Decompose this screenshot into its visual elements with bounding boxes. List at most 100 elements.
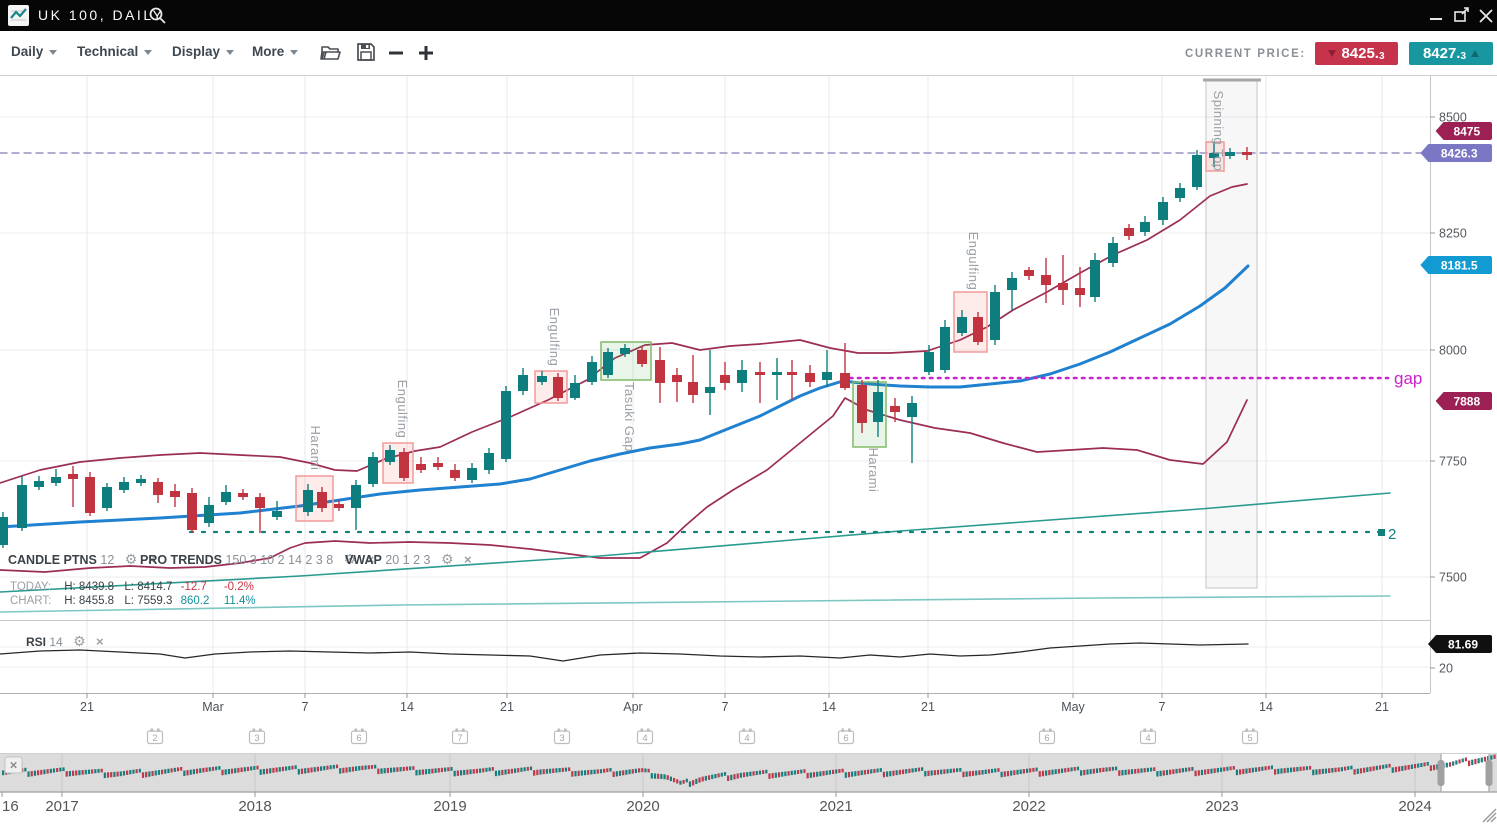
- candle-body[interactable]: [85, 477, 95, 513]
- calendar-markers-layer[interactable]: 2 3 6 7 3 4 4 6 6 4 5: [146, 728, 1259, 745]
- candle-body[interactable]: [924, 352, 934, 372]
- calendar-event-icon[interactable]: 6: [837, 728, 855, 745]
- navigator-close-button[interactable]: ×: [4, 756, 23, 774]
- display-menu[interactable]: Display: [172, 44, 235, 59]
- gear-icon[interactable]: ⚙: [440, 551, 454, 567]
- gear-icon[interactable]: ⚙: [124, 551, 138, 567]
- candle-body[interactable]: [187, 493, 197, 530]
- candle-body[interactable]: [0, 517, 8, 545]
- gear-icon[interactable]: ⚙: [343, 551, 357, 567]
- candle-body[interactable]: [787, 372, 797, 375]
- candle-body[interactable]: [840, 373, 850, 388]
- candle-body[interactable]: [907, 403, 917, 417]
- candle-body[interactable]: [620, 348, 630, 354]
- calendar-event-icon[interactable]: 6: [1038, 728, 1056, 745]
- candle-body[interactable]: [450, 470, 460, 478]
- candle-body[interactable]: [1124, 228, 1134, 236]
- minimize-button[interactable]: [1427, 6, 1445, 24]
- candle-body[interactable]: [1192, 155, 1202, 187]
- candle-body[interactable]: [51, 477, 61, 483]
- candle-body[interactable]: [737, 370, 747, 383]
- candle-body[interactable]: [570, 383, 580, 398]
- candle-body[interactable]: [587, 362, 597, 382]
- candle-body[interactable]: [484, 453, 494, 470]
- gear-icon[interactable]: ⚙: [73, 633, 86, 649]
- candle-body[interactable]: [17, 485, 27, 528]
- candle-body[interactable]: [1058, 283, 1068, 290]
- candle-body[interactable]: [368, 457, 378, 484]
- candle-body[interactable]: [672, 375, 682, 382]
- candle-body[interactable]: [416, 464, 426, 470]
- candle-body[interactable]: [68, 474, 78, 479]
- remove-indicator-icon[interactable]: ×: [95, 634, 104, 649]
- candle-body[interactable]: [221, 492, 231, 502]
- zoom-out-button[interactable]: [387, 44, 405, 67]
- candle-body[interactable]: [553, 377, 563, 398]
- candle-body[interactable]: [637, 350, 647, 364]
- close-icon[interactable]: [1477, 6, 1495, 24]
- buy-price-badge[interactable]: 8427. 3: [1409, 42, 1493, 65]
- candle-body[interactable]: [603, 352, 613, 375]
- candle-body[interactable]: [501, 391, 511, 459]
- candle-body[interactable]: [688, 382, 698, 395]
- candle-body[interactable]: [433, 463, 443, 467]
- popout-button[interactable]: [1452, 6, 1470, 24]
- candle-body[interactable]: [655, 360, 665, 383]
- interval-menu[interactable]: Daily: [11, 44, 58, 59]
- calendar-event-icon[interactable]: 7: [451, 728, 469, 745]
- resize-grip[interactable]: [1482, 808, 1497, 823]
- candle-body[interactable]: [317, 492, 327, 508]
- candle-body[interactable]: [34, 481, 44, 487]
- candle-body[interactable]: [272, 511, 282, 517]
- candle-body[interactable]: [1209, 153, 1219, 158]
- calendar-event-icon[interactable]: 2: [146, 728, 164, 745]
- candle-body[interactable]: [136, 479, 146, 483]
- candle-body[interactable]: [351, 485, 361, 508]
- candle-body[interactable]: [957, 317, 967, 333]
- candle-body[interactable]: [537, 376, 547, 382]
- candle-body[interactable]: [973, 317, 983, 342]
- pattern-box-harami[interactable]: [295, 475, 334, 522]
- calendar-event-icon[interactable]: 3: [553, 728, 571, 745]
- candle-body[interactable]: [119, 482, 129, 490]
- candle-body[interactable]: [772, 372, 782, 375]
- calendar-event-icon[interactable]: 4: [738, 728, 756, 745]
- candle-body[interactable]: [1175, 188, 1185, 198]
- candle-body[interactable]: [153, 482, 163, 495]
- calendar-event-icon[interactable]: 4: [1139, 728, 1157, 745]
- remove-indicator-icon[interactable]: ×: [147, 552, 156, 567]
- calendar-event-icon[interactable]: 6: [350, 728, 368, 745]
- remove-indicator-icon[interactable]: ×: [366, 552, 375, 567]
- candle-body[interactable]: [385, 450, 395, 462]
- candle-body[interactable]: [1108, 243, 1118, 263]
- candle-body[interactable]: [1024, 270, 1034, 276]
- candle-body[interactable]: [940, 327, 950, 370]
- candle-body[interactable]: [399, 452, 409, 478]
- candle-body[interactable]: [467, 468, 477, 480]
- sell-price-badge[interactable]: 8425. 3: [1315, 42, 1398, 65]
- candle-body[interactable]: [255, 497, 265, 508]
- calendar-event-icon[interactable]: 3: [248, 728, 266, 745]
- candle-body[interactable]: [204, 505, 214, 523]
- technical-menu[interactable]: Technical: [77, 44, 153, 59]
- candle-body[interactable]: [238, 493, 248, 497]
- candle-body[interactable]: [1140, 222, 1150, 232]
- candle-body[interactable]: [303, 490, 313, 512]
- candle-body[interactable]: [755, 372, 765, 375]
- candle-body[interactable]: [102, 487, 112, 508]
- candle-body[interactable]: [1242, 152, 1252, 155]
- remove-indicator-icon[interactable]: ×: [464, 552, 472, 567]
- zoom-in-button[interactable]: [417, 44, 435, 67]
- candle-body[interactable]: [1225, 152, 1235, 156]
- navigator-layer[interactable]: 16 2017 2018 2019 2020 2021 2022 2023 2024 ×: [0, 753, 1497, 823]
- candle-body[interactable]: [1075, 288, 1085, 295]
- candle-body[interactable]: [720, 375, 730, 383]
- candle-body[interactable]: [1007, 278, 1017, 290]
- navigator-track[interactable]: [0, 754, 1497, 792]
- calendar-event-icon[interactable]: 4: [636, 728, 654, 745]
- open-folder-icon[interactable]: [319, 41, 343, 68]
- save-icon[interactable]: [355, 41, 377, 68]
- calendar-event-icon[interactable]: 5: [1241, 728, 1259, 745]
- navigator-range-handle[interactable]: [1437, 760, 1445, 786]
